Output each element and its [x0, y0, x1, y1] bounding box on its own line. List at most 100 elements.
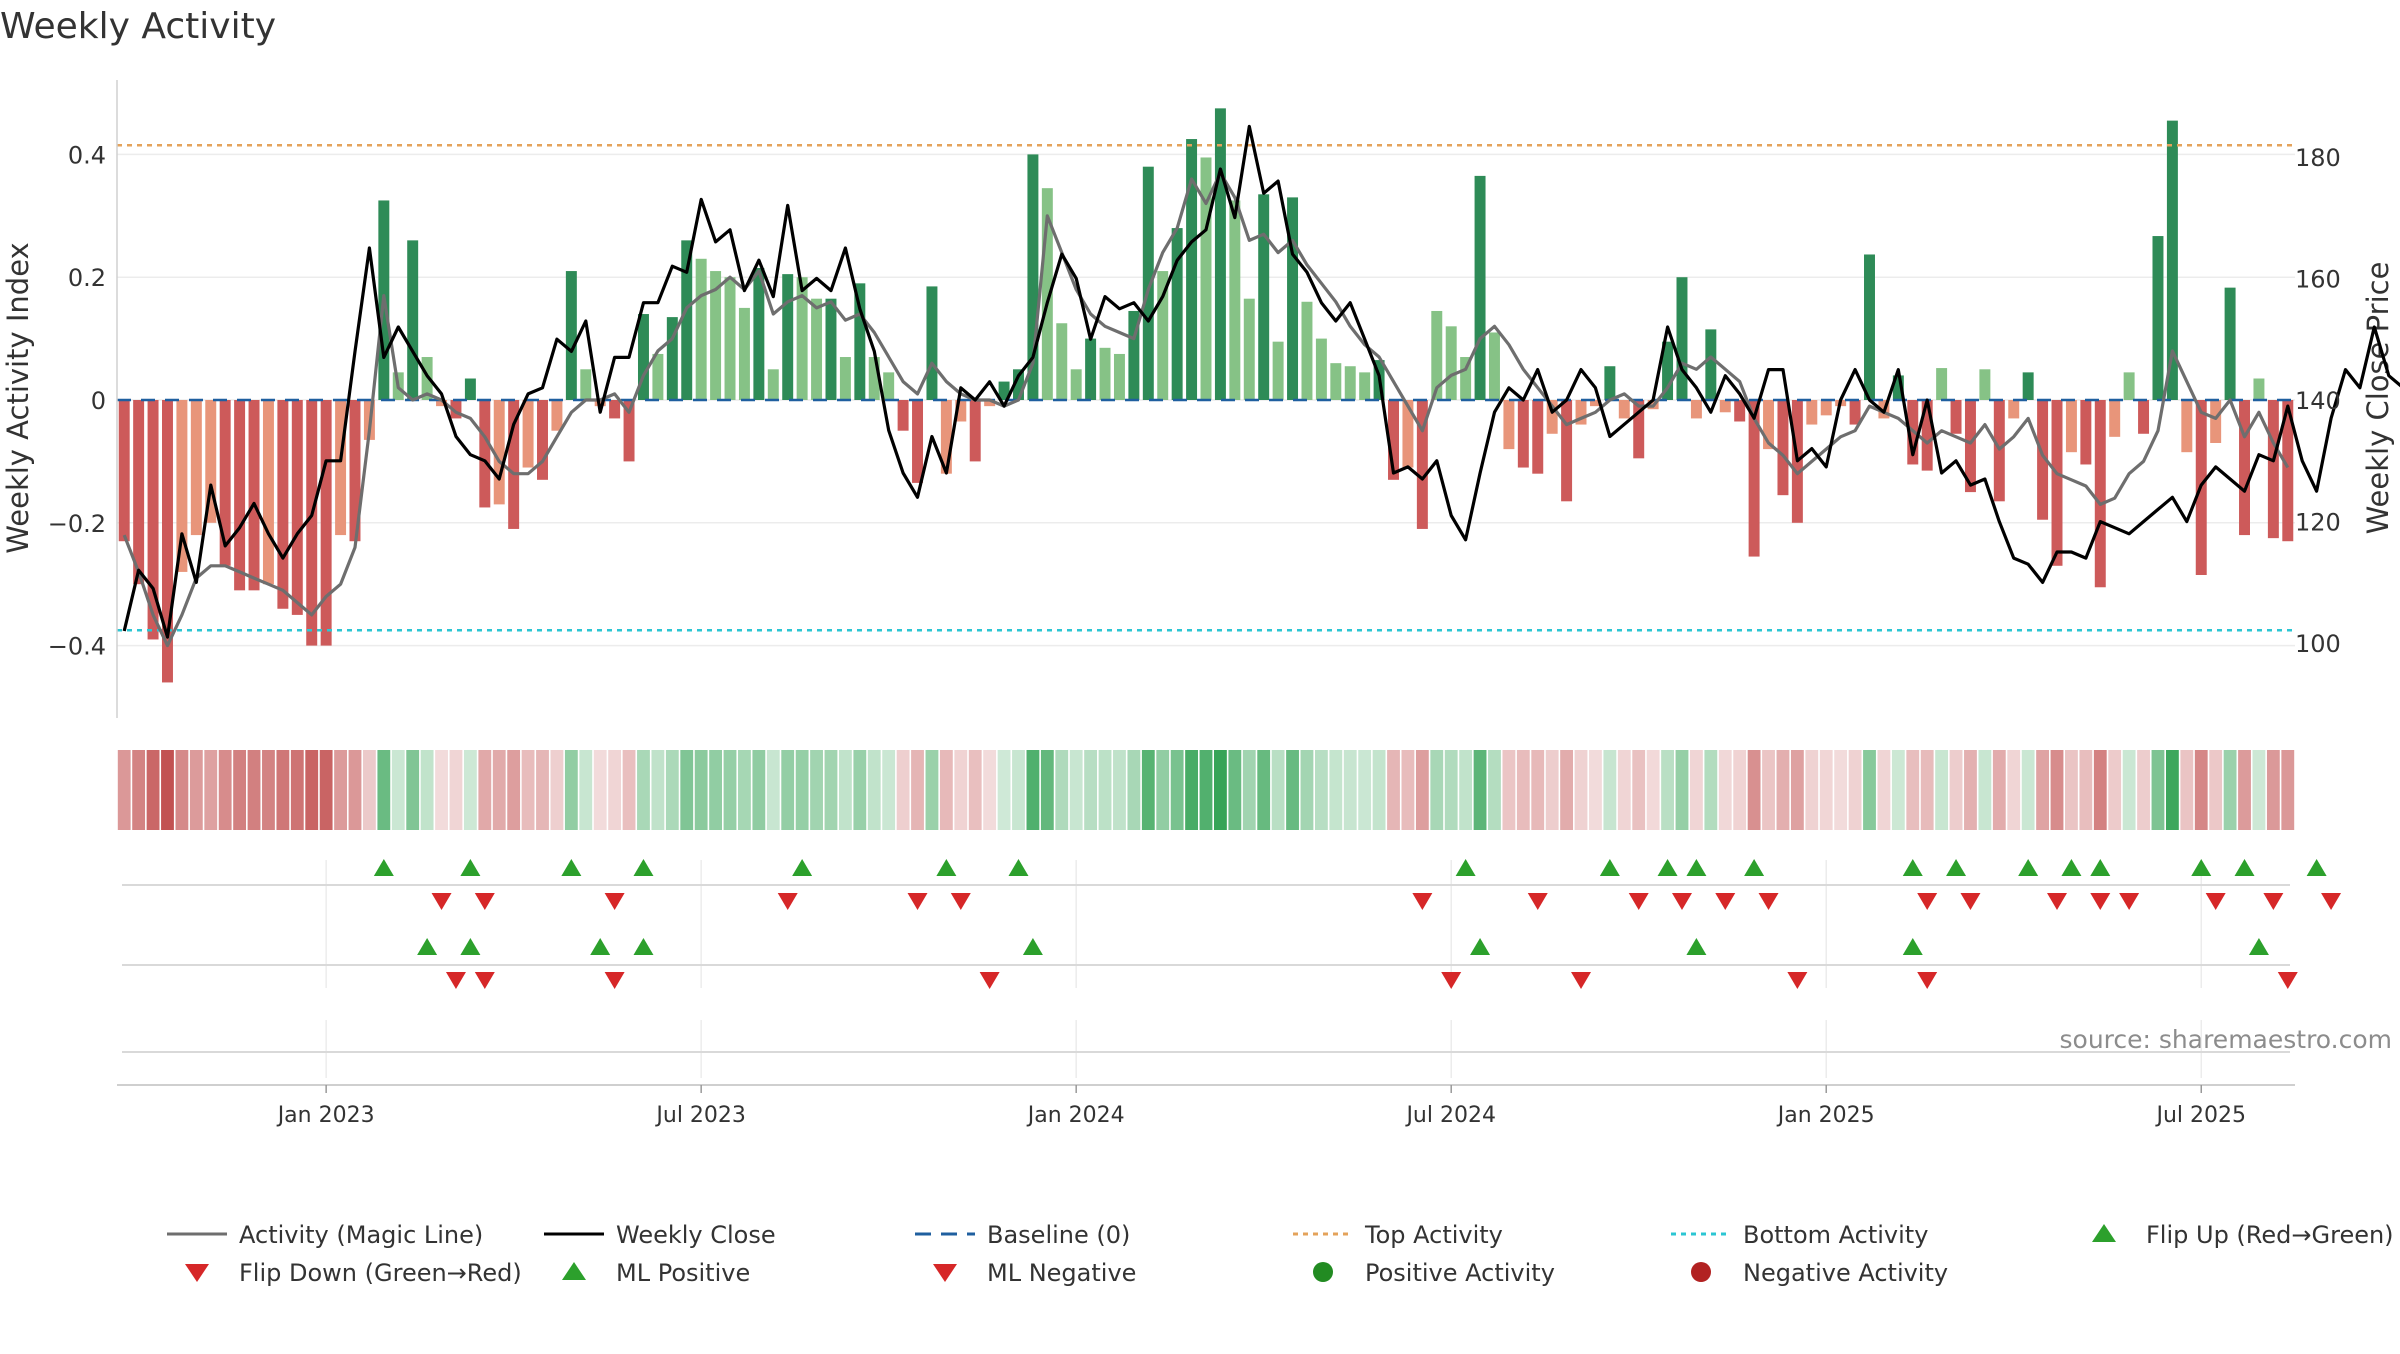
- activity-bar: [1734, 400, 1746, 422]
- activity-bar: [1719, 400, 1731, 413]
- x-tick-label: Jul 2025: [2154, 1103, 2246, 1128]
- flip-down-marker: [907, 893, 928, 910]
- activity-bar: [1229, 200, 1241, 400]
- heat-cell: [709, 750, 723, 830]
- heat-cell: [1271, 750, 1285, 830]
- ml-positive-marker: [417, 938, 438, 955]
- heat-cell: [810, 750, 823, 830]
- heat-cell: [319, 750, 333, 830]
- activity-bar: [1503, 400, 1515, 450]
- flip-down-marker: [2263, 893, 2284, 910]
- flip-up-marker: [1902, 859, 1923, 876]
- activity-bar: [2123, 372, 2135, 400]
- heat-cell: [2093, 750, 2107, 830]
- activity-bar: [349, 400, 361, 542]
- heat-cell: [117, 750, 131, 830]
- heat-cell: [564, 750, 578, 830]
- activity-bar: [2109, 400, 2121, 437]
- activity-bar: [2166, 120, 2178, 400]
- flip-down-marker: [2047, 893, 2068, 910]
- activity-bar: [320, 400, 332, 646]
- heat-cell: [738, 750, 751, 830]
- heat-cell: [1675, 750, 1689, 830]
- flip-up-marker: [373, 859, 394, 876]
- heat-cell: [1617, 750, 1631, 830]
- heat-cell: [1935, 750, 1949, 830]
- heat-cell: [247, 750, 261, 830]
- activity-bar: [1344, 366, 1356, 400]
- activity-bar: [767, 369, 779, 400]
- activity-bar: [1157, 271, 1169, 400]
- activity-bar: [2051, 400, 2063, 566]
- activity-bar: [2065, 400, 2077, 453]
- activity-heat-strip: [117, 750, 2295, 830]
- activity-bar: [1892, 375, 1904, 400]
- activity-bar: [2224, 287, 2236, 400]
- heat-cell: [1632, 750, 1646, 830]
- heat-cell: [2036, 750, 2049, 830]
- activity-bar: [1763, 400, 1775, 450]
- activity-bar: [1849, 400, 1861, 425]
- flip-down-marker: [1917, 893, 1938, 910]
- chart-title: Weekly Activity: [0, 6, 276, 47]
- heat-cell: [1069, 750, 1083, 830]
- activity-bar: [883, 372, 895, 400]
- activity-bar: [2037, 400, 2049, 520]
- flip-up-marker: [460, 859, 481, 876]
- y-left-tick-label: −0.4: [48, 633, 106, 661]
- activity-bar: [1431, 310, 1443, 400]
- heat-cell: [334, 750, 347, 830]
- flip-down-marker: [777, 893, 798, 910]
- ml-negative-marker: [1441, 972, 1462, 989]
- activity-bar: [1214, 108, 1226, 400]
- lines-layer: [117, 124, 2400, 648]
- activity-bar: [1604, 366, 1616, 400]
- heat-cell: [1762, 750, 1775, 830]
- legend-label: ML Negative: [987, 1259, 1136, 1287]
- heat-cell: [795, 750, 809, 830]
- activity-bar: [219, 400, 231, 566]
- heat-cell: [781, 750, 795, 830]
- heat-cell: [1055, 750, 1069, 830]
- activity-bar: [1777, 400, 1789, 496]
- activity-bar: [1315, 338, 1327, 400]
- activity-bar: [753, 267, 765, 400]
- heat-cell: [1329, 750, 1343, 830]
- flip-down-marker: [1527, 893, 1548, 910]
- heat-cell: [1689, 750, 1703, 830]
- activity-bar: [998, 381, 1010, 400]
- flip-up-marker: [936, 859, 957, 876]
- heat-cell: [1863, 750, 1876, 830]
- heat-cell: [536, 750, 549, 830]
- heat-cell: [680, 750, 694, 830]
- heat-cell: [2266, 750, 2280, 830]
- heat-cell: [1531, 750, 1545, 830]
- heat-cell: [2137, 750, 2150, 830]
- activity-bar: [147, 400, 159, 640]
- heat-cell: [1314, 750, 1328, 830]
- legend-label: Flip Up (Red→Green): [2146, 1221, 2394, 1249]
- heat-cell: [838, 750, 852, 830]
- heat-cell: [1214, 750, 1227, 830]
- activity-bar: [984, 400, 996, 407]
- activity-bar: [1041, 188, 1053, 400]
- heat-cell: [2223, 750, 2237, 830]
- heat-cell: [1603, 750, 1617, 830]
- legend-label: Negative Activity: [1743, 1259, 1948, 1287]
- activity-bar: [2267, 400, 2279, 539]
- legend-swatch: [562, 1262, 586, 1280]
- heat-cell: [1877, 750, 1891, 830]
- activity-bar: [1056, 323, 1068, 400]
- flip-down-marker: [1628, 893, 1649, 910]
- x-tick-label: Jul 2024: [1404, 1103, 1496, 1128]
- heat-cell: [218, 750, 232, 830]
- heat-cell: [276, 750, 290, 830]
- heat-cell: [925, 750, 939, 830]
- activity-bar: [1113, 353, 1125, 400]
- heat-cell: [1747, 750, 1761, 830]
- heat-cell: [1084, 750, 1098, 830]
- heat-cell: [2281, 750, 2295, 830]
- heat-cell: [1430, 750, 1444, 830]
- flip-down-marker: [950, 893, 971, 910]
- heat-cell: [1949, 750, 1963, 830]
